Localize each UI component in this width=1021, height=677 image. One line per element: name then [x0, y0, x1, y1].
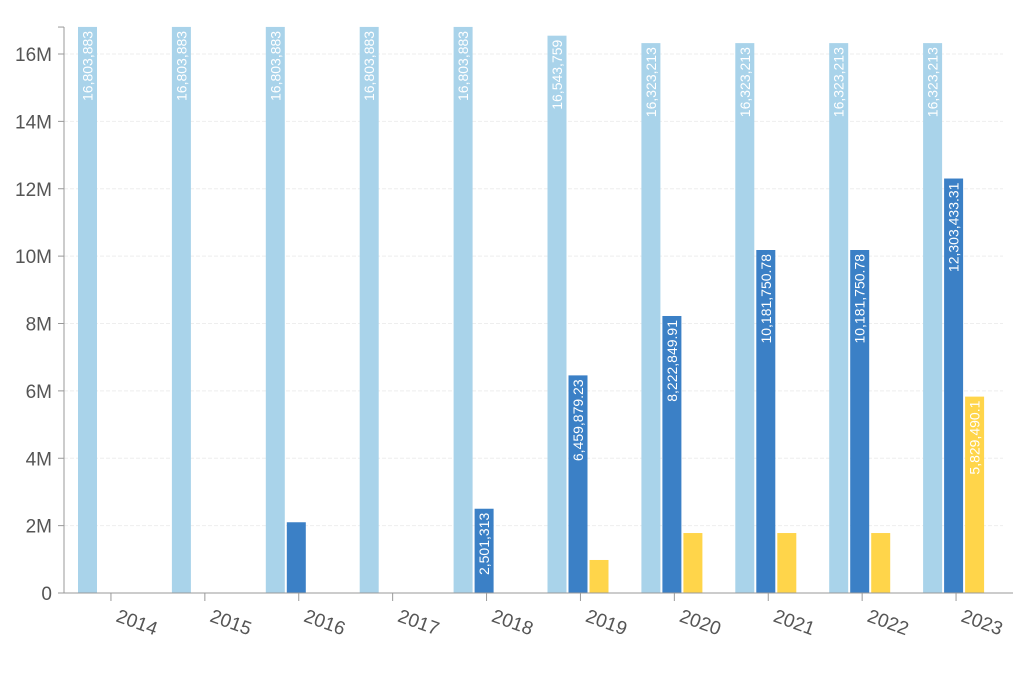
- data-label: 16,803,883: [267, 31, 283, 101]
- data-label: 16,803,883: [455, 31, 471, 101]
- data-label: 12,303,433.31: [946, 182, 962, 272]
- bar-2020-series-3: [683, 533, 703, 593]
- y-tick-label: 2M: [26, 517, 52, 538]
- bar-2020-series-1: [641, 43, 661, 594]
- bar-2020-series-2: [662, 315, 682, 593]
- bar-2019-series-2: [568, 375, 588, 593]
- data-label: 16,323,213: [925, 47, 941, 117]
- bar-2015-series-1: [171, 26, 191, 594]
- data-label: 16,803,883: [361, 31, 377, 101]
- y-tick-label: 14M: [15, 112, 52, 133]
- bar-2017-series-1: [359, 26, 379, 594]
- data-label: 6,459,879.23: [570, 379, 586, 461]
- x-tick-label: 2020: [677, 606, 724, 640]
- data-label: 16,323,213: [831, 47, 847, 117]
- bar-2021-series-1: [735, 43, 755, 594]
- bar-2016-series-2: [286, 522, 306, 593]
- data-label: 5,829,490.1: [967, 400, 983, 474]
- x-tick-label: 2018: [489, 606, 536, 640]
- bar-2018-series-1: [453, 26, 473, 594]
- bar-2019-series-3: [589, 559, 609, 593]
- x-tick-label: 2021: [771, 606, 818, 640]
- bar-2023-series-1: [923, 43, 943, 594]
- x-tick-label: 2016: [301, 606, 348, 640]
- data-label: 16,803,883: [173, 31, 189, 101]
- data-label: 16,543,759: [549, 39, 565, 109]
- bar-2014-series-1: [78, 26, 97, 594]
- bar-2022-series-2: [850, 250, 870, 594]
- x-tick-label: 2023: [958, 606, 1005, 640]
- y-tick-label: 6M: [26, 382, 52, 403]
- x-tick-label: 2014: [113, 606, 160, 640]
- x-tick-label: 2022: [864, 606, 911, 640]
- data-label: 16,323,213: [737, 47, 753, 117]
- bar-2019-series-1: [547, 35, 567, 593]
- y-tick-label: 8M: [26, 315, 52, 336]
- data-label: 16,323,213: [643, 47, 659, 117]
- data-label: 16,803,883: [80, 31, 96, 101]
- data-label: 10,181,750.78: [852, 254, 868, 344]
- x-tick-label: 2015: [207, 606, 254, 640]
- bar-2016-series-1: [265, 26, 285, 594]
- bar-2022-series-1: [829, 43, 849, 594]
- y-tick-label: 16M: [15, 45, 52, 66]
- y-tick-label: 12M: [15, 180, 52, 201]
- bar-2018-series-2: [474, 508, 494, 593]
- bar-2023-series-2: [944, 178, 964, 594]
- y-tick-label: 10M: [15, 247, 52, 268]
- bar-2021-series-2: [756, 250, 776, 594]
- data-label: 2,501,313: [476, 513, 492, 575]
- bar-2023-series-3: [965, 396, 985, 593]
- y-tick-label: 4M: [26, 449, 52, 470]
- bar-2022-series-3: [871, 533, 891, 593]
- bar-2021-series-3: [777, 533, 797, 593]
- data-label: 8,222,849.91: [664, 320, 680, 402]
- x-tick-label: 2017: [395, 606, 442, 640]
- data-label: 10,181,750.78: [758, 254, 774, 344]
- y-tick-label: 0: [41, 584, 52, 605]
- x-tick-label: 2019: [583, 606, 630, 640]
